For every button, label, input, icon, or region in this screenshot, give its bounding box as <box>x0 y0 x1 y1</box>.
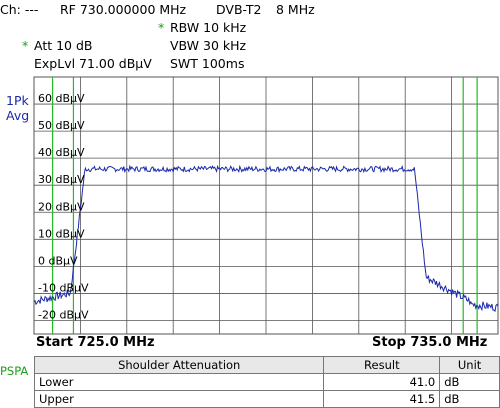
header-result: Result <box>323 356 441 374</box>
stop-frequency: Stop 735.0 MHz <box>372 335 488 350</box>
y-tick-label: 10 dBµV <box>38 227 85 240</box>
start-frequency: Start 725.0 MHz <box>36 335 155 350</box>
rf-frequency: RF 730.000000 MHz <box>60 2 187 17</box>
trace-detector: Avg <box>6 108 30 123</box>
spectrum-trace <box>33 164 499 313</box>
att-star: * <box>22 38 29 53</box>
y-tick-label: -20 dBµV <box>38 308 89 321</box>
trace-mode: 1Pk <box>6 93 29 108</box>
table-row: Lower 41.0 dB <box>33 373 500 391</box>
y-tick-label: 30 dBµV <box>38 173 85 186</box>
pspa-tag: PSPA <box>0 364 29 378</box>
header-shoulder: Shoulder Attenuation <box>33 356 325 374</box>
explvl-label: ExpLvl 71.00 dBµV <box>34 56 152 71</box>
y-axis-labels: 60 dBµV 50 dBµV 40 dBµV 30 dBµV 20 dBµV 10 dB… <box>38 92 89 321</box>
y-tick-label: 50 dBµV <box>38 119 85 132</box>
table-header-row: Shoulder Attenuation Result Unit <box>33 356 500 374</box>
row-result: 41.0 <box>323 373 441 391</box>
rbw-label: RBW 10 kHz <box>170 20 247 35</box>
bandwidth-label: 8 MHz <box>276 2 315 17</box>
results-table: Shoulder Attenuation Result Unit Lower 4… <box>33 356 500 408</box>
y-tick-label: 40 dBµV <box>38 146 85 159</box>
row-label: Lower <box>33 373 325 391</box>
swt-label: SWT 100ms <box>170 56 245 71</box>
row-label: Upper <box>33 390 325 408</box>
vbw-label: VBW 30 kHz <box>170 38 247 53</box>
y-tick-label: -10 dBµV <box>38 281 89 294</box>
channel-label: Ch: --- <box>0 2 39 17</box>
y-tick-label: 20 dBµV <box>38 200 85 213</box>
markers <box>51 77 478 334</box>
y-tick-label: 0 dBµV <box>38 254 78 267</box>
grid <box>34 77 498 334</box>
y-tick-label: 60 dBµV <box>38 92 85 105</box>
standard-label: DVB-T2 <box>216 2 262 17</box>
row-unit: dB <box>439 373 500 391</box>
rbw-star: * <box>158 20 165 35</box>
row-result: 41.5 <box>323 390 441 408</box>
att-label: Att 10 dB <box>34 38 93 53</box>
spectrum-plot[interactable]: 60 dBµV 50 dBµV 40 dBµV 30 dBµV 20 dBµV 10 dB… <box>0 0 500 340</box>
table-row: Upper 41.5 dB <box>33 390 500 408</box>
header-unit: Unit <box>439 356 500 374</box>
row-unit: dB <box>439 390 500 408</box>
